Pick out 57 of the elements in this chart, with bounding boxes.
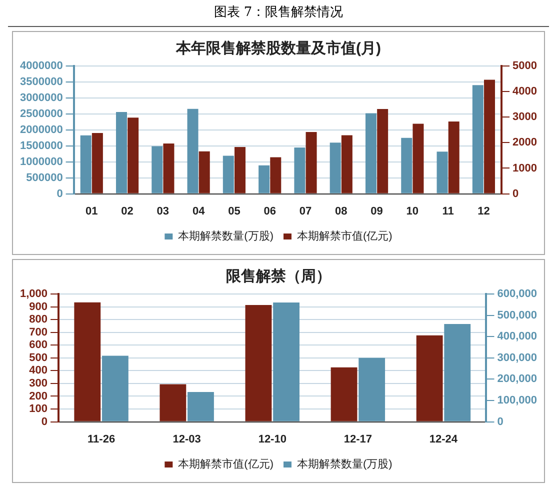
text: 图表 7：限售解禁情况 [8, 0, 549, 27]
y-tick-label: 1000000 [20, 156, 63, 168]
y2-tick-label: 0 [497, 416, 504, 428]
y2-tick-label: 300,000 [497, 352, 538, 364]
y-tick-label: 1,000 [20, 288, 48, 300]
x-tick-label: 11 [442, 205, 454, 218]
legend-label: 本期解禁市值(亿元) [178, 458, 274, 471]
y2-tick-label: 400,000 [497, 330, 538, 343]
y2-tick-label: 600,000 [497, 288, 538, 300]
x-tick-label: 01 [86, 205, 98, 218]
legend-label: 本期解禁数量(万股) [297, 458, 392, 471]
legend-label: 本期解禁市值(亿元) [297, 230, 392, 243]
y2-tick-label: 500,000 [497, 309, 538, 322]
y-tick-label: 0 [41, 416, 48, 428]
y2-tick-label: 0 [512, 188, 519, 200]
y2-tick-label: 2000 [512, 136, 538, 149]
x-tick-label: 06 [264, 205, 276, 218]
y2-tick-label: 1000 [512, 162, 538, 174]
x-tick-label: 09 [370, 205, 383, 218]
x-tick-label: 11-26 [88, 433, 116, 446]
y-tick-label: 1500000 [20, 140, 63, 152]
x-tick-label: 04 [192, 205, 206, 218]
x-tick-label: 12-03 [172, 433, 201, 446]
y-tick-label: 100 [29, 403, 48, 416]
y-tick-label: 600 [29, 339, 48, 352]
y-tick-label: 2000000 [20, 124, 63, 136]
y-tick-label: 2500000 [20, 108, 63, 120]
x-tick-label: 05 [228, 205, 240, 218]
legend-label: 本期解禁数量(万股) [178, 230, 274, 243]
y2-tick-label: 3000 [512, 111, 538, 124]
x-tick-label: 12-24 [429, 433, 458, 446]
y2-tick-label: 4000 [512, 86, 538, 98]
chart-title: 本年限售解禁股数量及市值(月) [175, 39, 381, 58]
y-tick-label: 200 [29, 390, 48, 402]
y-tick-label: 4000000 [20, 60, 63, 72]
y-tick-label: 800 [29, 314, 48, 326]
y-tick-label: 0 [56, 188, 63, 200]
x-tick-label: 12-17 [344, 433, 372, 446]
y2-tick-label: 200,000 [497, 373, 538, 386]
y-tick-label: 3000000 [20, 92, 63, 104]
chart-title: 限售解禁（周） [226, 268, 331, 286]
y2-tick-label: 5000 [512, 60, 538, 72]
y-tick-label: 700 [29, 326, 48, 338]
y-tick-label: 400 [29, 364, 48, 377]
y-tick-label: 3500000 [20, 76, 63, 88]
y-tick-label: 500 [29, 352, 48, 364]
x-tick-label: 03 [156, 205, 170, 218]
y-tick-label: 500000 [26, 172, 63, 184]
x-tick-label: 12 [478, 205, 490, 218]
x-tick-label: 08 [335, 205, 348, 218]
x-tick-label: 10 [406, 205, 419, 218]
x-tick-label: 07 [299, 205, 312, 218]
x-tick-label: 12-10 [258, 433, 286, 446]
y-tick-label: 900 [29, 300, 48, 313]
y-tick-label: 300 [29, 377, 48, 390]
x-tick-label: 02 [121, 205, 134, 218]
y2-tick-label: 100,000 [497, 394, 538, 407]
